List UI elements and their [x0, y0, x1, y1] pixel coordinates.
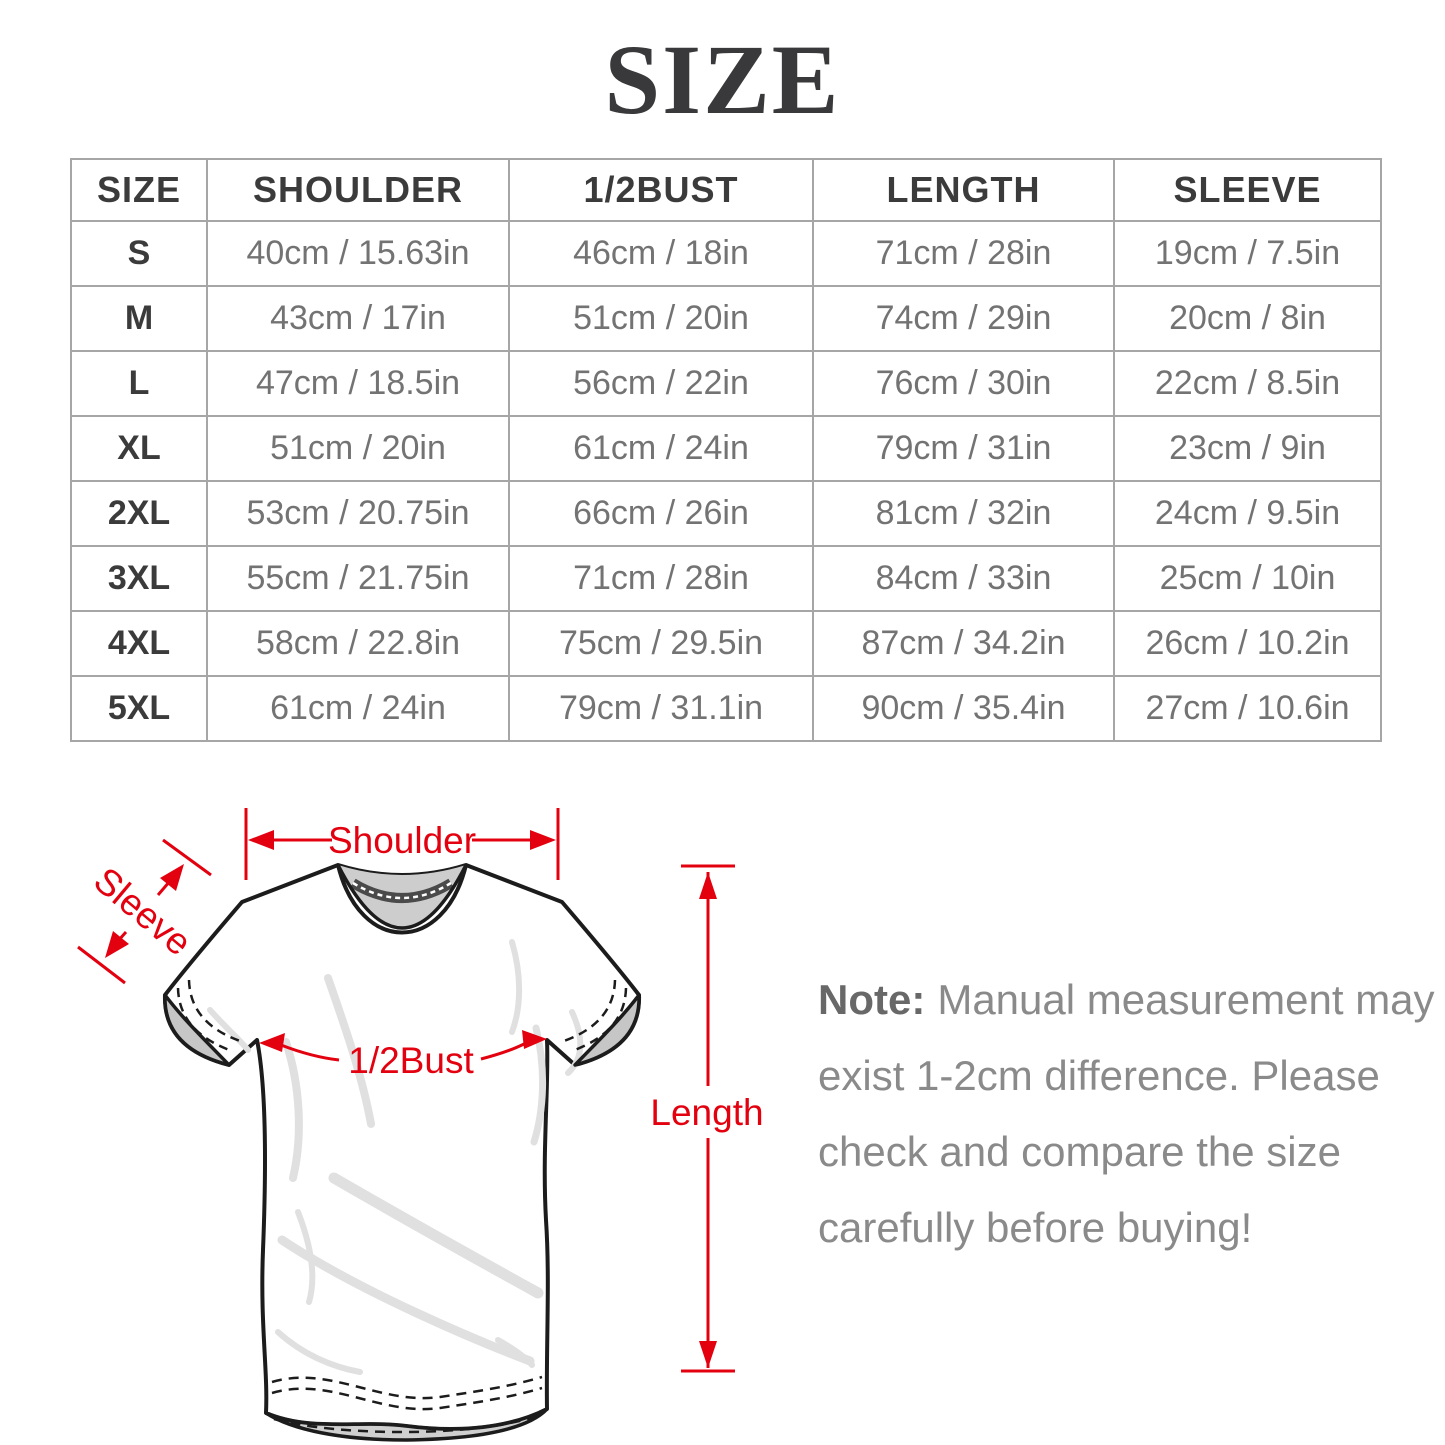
note-line: carefully before buying!: [818, 1204, 1253, 1251]
measurement-cell: 71cm / 28in: [508, 545, 814, 612]
table-row-2xl: 2XL 53cm / 20.75in 66cm / 26in 81cm / 32…: [70, 480, 1382, 547]
arrowhead-up: [699, 872, 717, 899]
table-row-xl: XL 51cm / 20in 61cm / 24in 79cm / 31in 2…: [70, 415, 1382, 482]
size-cell: M: [70, 285, 208, 352]
size-cell: XL: [70, 415, 208, 482]
measurement-cell: 25cm / 10in: [1113, 545, 1382, 612]
size-cell: 2XL: [70, 480, 208, 547]
note-line-text: Manual measurement may: [937, 976, 1435, 1023]
collar-zigzag-stitch: [352, 881, 452, 900]
note-text: Note: Manual measurement may exist 1-2cm …: [818, 962, 1435, 1266]
right-cuff: [563, 979, 641, 1067]
size-cell: 3XL: [70, 545, 208, 612]
table-row-4xl: 4XL 58cm / 22.8in 75cm / 29.5in 87cm / 3…: [70, 610, 1382, 677]
size-cell: 4XL: [70, 610, 208, 677]
arrowhead-up: [160, 864, 184, 891]
arrowhead-down: [105, 931, 129, 958]
collar-front-band: [338, 865, 466, 933]
arrowhead-right: [530, 830, 556, 850]
note-line: check and compare the size: [818, 1128, 1341, 1175]
arrowhead-left: [259, 1033, 285, 1052]
table-row-s: S 40cm / 15.63in 46cm / 18in 71cm / 28in…: [70, 220, 1382, 287]
arrowhead-down: [699, 1341, 717, 1368]
length-label: Length: [650, 1092, 763, 1133]
note-line: exist 1-2cm difference. Please: [818, 1052, 1380, 1099]
hem-band: [264, 1407, 549, 1442]
measurement-cell: 71cm / 28in: [812, 220, 1115, 287]
left-cuff: [163, 979, 241, 1067]
measurement-cell: 53cm / 20.75in: [206, 480, 510, 547]
collar-front-neckline: [336, 864, 468, 935]
arrowhead-right: [522, 1030, 547, 1049]
tshirt-graphic: [162, 863, 642, 1442]
size-cell: 5XL: [70, 675, 208, 742]
measurement-cell: 61cm / 24in: [206, 675, 510, 742]
measurement-cell: 26cm / 10.2in: [1113, 610, 1382, 677]
table-row-5xl: 5XL 61cm / 24in 79cm / 31.1in 90cm / 35.…: [70, 675, 1382, 742]
measurement-cell: 74cm / 29in: [812, 285, 1115, 352]
column-header-bust: 1/2BUST: [508, 158, 814, 222]
measurement-cell: 47cm / 18.5in: [206, 350, 510, 417]
measurement-cell: 43cm / 17in: [206, 285, 510, 352]
shoulder-annotation: Shoulder: [244, 808, 560, 880]
shoulder-label: Shoulder: [328, 820, 476, 861]
measurement-cell: 76cm / 30in: [812, 350, 1115, 417]
bust-label: 1/2Bust: [348, 1040, 474, 1081]
measurement-cell: 22cm / 8.5in: [1113, 350, 1382, 417]
column-header-size: SIZE: [70, 158, 208, 222]
column-header-length: LENGTH: [812, 158, 1115, 222]
measurement-cell: 55cm / 21.75in: [206, 545, 510, 612]
measurement-cell: 66cm / 26in: [508, 480, 814, 547]
table-row-l: L 47cm / 18.5in 56cm / 22in 76cm / 30in …: [70, 350, 1382, 417]
column-header-sleeve: SLEEVE: [1113, 158, 1382, 222]
tshirt-body: [162, 863, 642, 1431]
measurement-cell: 58cm / 22.8in: [206, 610, 510, 677]
wrinkle-shading: [207, 939, 584, 1375]
measurement-cell: 79cm / 31.1in: [508, 675, 814, 742]
measurement-cell: 27cm / 10.6in: [1113, 675, 1382, 742]
bust-annotation: 1/2Bust: [259, 1030, 547, 1081]
measurement-cell: 24cm / 9.5in: [1113, 480, 1382, 547]
measurement-cell: 87cm / 34.2in: [812, 610, 1115, 677]
measurement-cell: 23cm / 9in: [1113, 415, 1382, 482]
measurement-cell: 79cm / 31in: [812, 415, 1115, 482]
arrowhead-left: [248, 830, 274, 850]
measurement-cell: 46cm / 18in: [508, 220, 814, 287]
note-line: Note: Manual measurement may: [818, 962, 1435, 1038]
note-prefix: Note:: [818, 976, 926, 1023]
size-cell: S: [70, 220, 208, 287]
measurement-cell: 75cm / 29.5in: [508, 610, 814, 677]
measurement-cell: 51cm / 20in: [206, 415, 510, 482]
measurement-cell: 20cm / 8in: [1113, 285, 1382, 352]
column-header-shoulder: SHOULDER: [206, 158, 510, 222]
measurement-cell: 81cm / 32in: [812, 480, 1115, 547]
page-title: SIZE: [604, 24, 841, 135]
collar-band-top-outline: [336, 864, 468, 930]
table-row-3xl: 3XL 55cm / 21.75in 71cm / 28in 84cm / 33…: [70, 545, 1382, 612]
table-header-row: SIZE SHOULDER 1/2BUST LENGTH SLEEVE: [70, 158, 1382, 222]
length-annotation: Length: [650, 864, 764, 1373]
sleeve-label: Sleeve: [86, 859, 199, 963]
collar: [336, 864, 468, 935]
table-row-m: M 43cm / 17in 51cm / 20in 74cm / 29in 20…: [70, 285, 1382, 352]
size-table: SIZE SHOULDER 1/2BUST LENGTH SLEEVE S 40…: [70, 158, 1382, 742]
measurement-cell: 40cm / 15.63in: [206, 220, 510, 287]
hem: [264, 1375, 549, 1442]
measurement-cell: 61cm / 24in: [508, 415, 814, 482]
size-cell: L: [70, 350, 208, 417]
measurement-cell: 19cm / 7.5in: [1113, 220, 1382, 287]
measurement-cell: 56cm / 22in: [508, 350, 814, 417]
tshirt-diagram: Shoulder Sleeve 1/2Bust: [77, 808, 764, 1442]
measurement-cell: 90cm / 35.4in: [812, 675, 1115, 742]
measurement-cell: 84cm / 33in: [812, 545, 1115, 612]
measurement-cell: 51cm / 20in: [508, 285, 814, 352]
